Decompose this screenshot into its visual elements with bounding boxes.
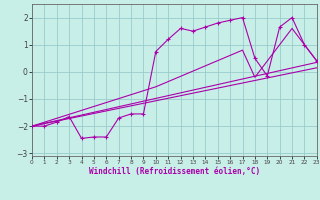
X-axis label: Windchill (Refroidissement éolien,°C): Windchill (Refroidissement éolien,°C) [89,167,260,176]
